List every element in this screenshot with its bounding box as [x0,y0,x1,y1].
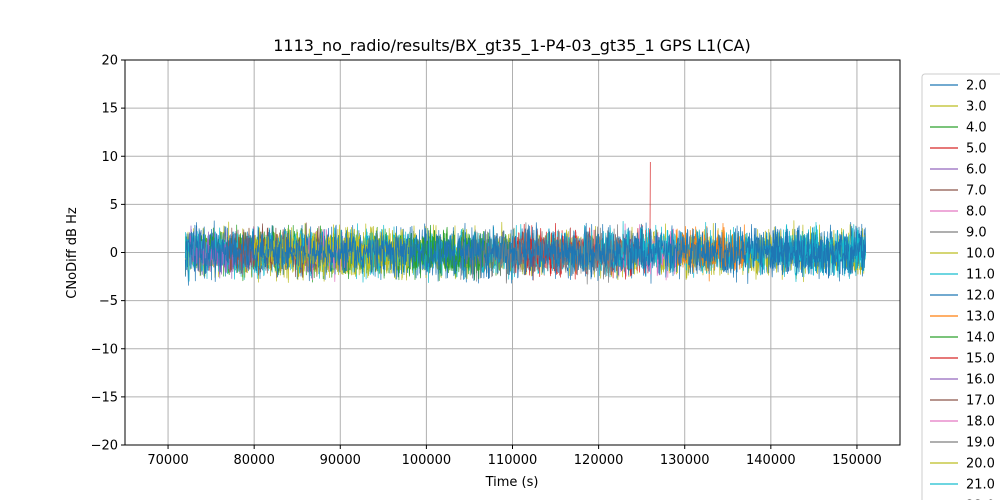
legend-box [921,73,1000,500]
x-axis-ticks: 70000 80000 90000 100000 110000 120000 130000 1… [147,445,882,468]
x-tick-label: 130000 [660,453,710,468]
legend-label-18.0: 18.0 [966,415,995,430]
legend-label-17.0: 17.0 [966,394,995,409]
legend-label-12.0: 12.0 [966,289,995,304]
x-tick-label: 80000 [233,453,274,468]
legend-label-19.0: 19.0 [966,436,995,451]
y-tick-label: 0 [110,246,118,261]
legend-label-2.0: 2.0 [966,79,987,94]
legend: 2.0 3.0 4.0 5.0 6.0 7.0 8.0 9.0 10.0 11.0 12.0 13.0… [921,73,1000,500]
x-tick-label: 140000 [746,453,796,468]
chart-title: 1113_no_radio/results/BX_gt35_1-P4-03_gt… [273,36,750,56]
y-axis-label: CNoDiff dB Hz [65,207,80,299]
x-axis-label: Time (s) [485,475,539,490]
y-tick-label: −15 [91,390,118,405]
legend-label-3.0: 3.0 [966,100,987,115]
legend-label-9.0: 9.0 [966,226,987,241]
legend-label-5.0: 5.0 [966,142,987,157]
series-line-22.0 [184,222,866,282]
y-tick-label: −5 [99,294,118,309]
legend-label-20.0: 20.0 [966,457,995,472]
x-tick-label: 100000 [402,453,452,468]
legend-label-7.0: 7.0 [966,184,987,199]
legend-label-16.0: 16.0 [966,373,995,388]
legend-label-4.0: 4.0 [966,121,987,136]
y-tick-label: 10 [101,150,118,165]
x-tick-label: 70000 [147,453,188,468]
x-tick-label: 120000 [574,453,624,468]
legend-label-13.0: 13.0 [966,310,995,325]
legend-label-21.0: 21.0 [966,478,995,493]
legend-label-6.0: 6.0 [966,163,987,178]
y-tick-label: −20 [91,439,118,454]
y-axis-ticks: −20 −15 −10 −5 0 5 10 15 20 [91,54,125,454]
legend-label-10.0: 10.0 [966,247,995,262]
y-tick-label: 15 [101,102,118,117]
y-tick-label: 20 [101,54,118,69]
legend-label-22.0: 22.0 [966,499,995,500]
x-tick-label: 150000 [832,453,882,468]
legend-label-8.0: 8.0 [966,205,987,220]
y-tick-label: −10 [91,342,118,357]
x-tick-label: 90000 [320,453,361,468]
x-tick-label: 110000 [488,453,538,468]
legend-label-14.0: 14.0 [966,331,995,346]
legend-label-15.0: 15.0 [966,352,995,367]
series-layer [184,161,866,286]
legend-label-11.0: 11.0 [966,268,995,283]
y-tick-label: 5 [110,198,118,213]
